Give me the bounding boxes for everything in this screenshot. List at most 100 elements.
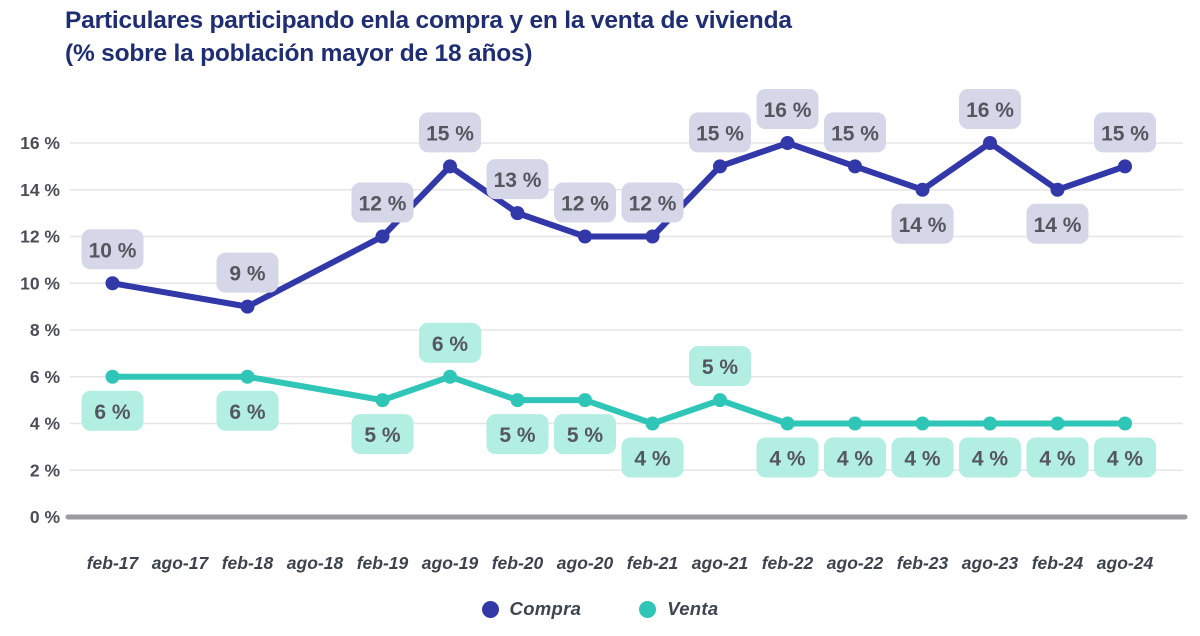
value-label-box-compra bbox=[1026, 203, 1089, 244]
legend-item-venta: Venta bbox=[639, 598, 718, 620]
value-label-box-venta bbox=[216, 390, 279, 431]
data-point-compra bbox=[915, 182, 930, 197]
value-label-box-compra bbox=[621, 182, 684, 223]
value-label-venta: 4 % bbox=[1107, 448, 1144, 471]
data-point-venta bbox=[1050, 416, 1065, 431]
value-label-box-compra bbox=[419, 112, 481, 153]
legend-item-compra: Compra bbox=[481, 598, 582, 620]
value-label-compra: 12 % bbox=[359, 193, 407, 216]
data-point-compra bbox=[1050, 182, 1065, 197]
value-label-compra: 13 % bbox=[494, 169, 542, 192]
x-tick-label: feb-21 bbox=[627, 553, 679, 573]
y-tick-label: 2 % bbox=[30, 460, 61, 480]
value-label-venta: 4 % bbox=[904, 448, 941, 471]
value-label-box-compra bbox=[216, 252, 279, 293]
x-tick-label: feb-19 bbox=[357, 553, 409, 573]
data-point-venta bbox=[443, 369, 457, 384]
data-point-compra bbox=[983, 136, 997, 150]
value-label-compra: 12 % bbox=[629, 193, 677, 216]
value-label-compra: 14 % bbox=[899, 214, 947, 237]
value-label-venta: 5 % bbox=[499, 424, 536, 447]
value-label-compra: 15 % bbox=[1101, 122, 1149, 145]
x-tick-label: feb-18 bbox=[222, 553, 274, 573]
value-label-box-venta bbox=[621, 437, 684, 478]
title-block: Particulares participando enla compra y … bbox=[65, 4, 1115, 70]
y-tick-label: 10 % bbox=[20, 273, 60, 293]
data-point-venta bbox=[510, 393, 525, 408]
chart-subtitle: (% sobre la población mayor de 18 años) bbox=[65, 40, 533, 67]
y-tick-label: 8 % bbox=[30, 320, 61, 340]
value-label-compra: 10 % bbox=[89, 239, 137, 262]
data-point-compra bbox=[105, 276, 120, 291]
value-label-box-compra bbox=[351, 182, 414, 223]
value-label-venta: 4 % bbox=[1039, 448, 1076, 471]
value-label-compra: 15 % bbox=[696, 122, 744, 145]
legend-label-compra: Compra bbox=[509, 598, 582, 619]
value-label-box-venta bbox=[351, 414, 414, 455]
line-chart: 0 % 2 % 4 % 6 % 8 % 10 % 12 % 14 % 16 % feb-17 ago… bbox=[20, 89, 1188, 573]
value-label-box-venta bbox=[1094, 437, 1156, 478]
chart-legend: Compra Venta bbox=[0, 598, 1200, 620]
x-tick-label: feb-23 bbox=[897, 553, 949, 573]
series-line-venta bbox=[109, 373, 1128, 427]
value-label-box-venta bbox=[824, 437, 886, 478]
value-label-box-compra bbox=[554, 182, 616, 223]
x-tick-label: feb-17 bbox=[87, 553, 140, 573]
data-point-venta bbox=[713, 393, 727, 408]
x-tick-label: ago-22 bbox=[827, 553, 884, 573]
data-point-venta bbox=[645, 416, 660, 431]
value-label-venta: 5 % bbox=[567, 424, 604, 447]
value-label-box-venta bbox=[959, 437, 1021, 478]
value-label-compra: 16 % bbox=[764, 99, 812, 122]
x-tick-label: ago-23 bbox=[962, 553, 1019, 573]
value-label-box-venta bbox=[486, 414, 549, 455]
y-tick-label: 4 % bbox=[30, 414, 61, 434]
data-point-compra bbox=[713, 159, 727, 174]
value-label-box-venta bbox=[891, 437, 954, 478]
data-point-venta bbox=[848, 416, 862, 431]
value-label-venta: 4 % bbox=[972, 448, 1009, 471]
value-label-box-compra bbox=[891, 203, 954, 244]
value-label-box-venta bbox=[689, 346, 751, 387]
chart-title: Particulares participando enla compra y … bbox=[65, 7, 792, 34]
venta-dot-icon bbox=[639, 600, 657, 618]
value-label-box-compra bbox=[824, 112, 886, 153]
value-label-box-compra bbox=[689, 112, 751, 153]
data-point-compra bbox=[510, 206, 525, 221]
value-label-box-venta bbox=[81, 390, 144, 431]
value-label-compra: 12 % bbox=[561, 193, 609, 216]
value-label-box-venta bbox=[1026, 437, 1089, 478]
value-label-venta: 4 % bbox=[634, 448, 671, 471]
y-tick-label: 0 % bbox=[30, 507, 61, 527]
y-tick-label: 6 % bbox=[30, 367, 61, 387]
value-label-venta: 6 % bbox=[229, 401, 266, 424]
series-line-compra bbox=[109, 140, 1128, 310]
data-point-compra bbox=[443, 159, 457, 174]
value-label-box-compra bbox=[756, 89, 819, 129]
x-tick-label: ago-19 bbox=[422, 553, 479, 573]
data-point-compra bbox=[848, 159, 862, 174]
value-label-compra: 15 % bbox=[426, 122, 474, 145]
x-tick-label: feb-24 bbox=[1032, 553, 1084, 573]
value-label-box-compra bbox=[81, 229, 144, 270]
value-label-box-compra bbox=[1094, 112, 1156, 153]
value-label-box-venta bbox=[419, 322, 481, 363]
data-point-venta bbox=[240, 369, 255, 384]
value-label-compra: 15 % bbox=[831, 122, 879, 145]
x-tick-label: ago-24 bbox=[1097, 553, 1154, 573]
value-label-venta: 4 % bbox=[769, 448, 806, 471]
data-point-venta bbox=[105, 369, 120, 384]
value-label-venta: 6 % bbox=[432, 333, 469, 356]
value-label-box-compra bbox=[486, 159, 549, 200]
legend-label-venta: Venta bbox=[667, 598, 719, 619]
y-tick-label: 12 % bbox=[20, 227, 60, 247]
data-point-compra bbox=[375, 229, 390, 244]
data-point-compra bbox=[578, 229, 592, 244]
value-label-compra: 14 % bbox=[1034, 214, 1082, 237]
value-label-box-venta bbox=[756, 437, 819, 478]
x-tick-label: ago-17 bbox=[152, 553, 210, 573]
compra-dot-icon bbox=[481, 600, 499, 618]
y-tick-label: 14 % bbox=[20, 180, 60, 200]
x-tick-label: ago-21 bbox=[692, 553, 748, 573]
